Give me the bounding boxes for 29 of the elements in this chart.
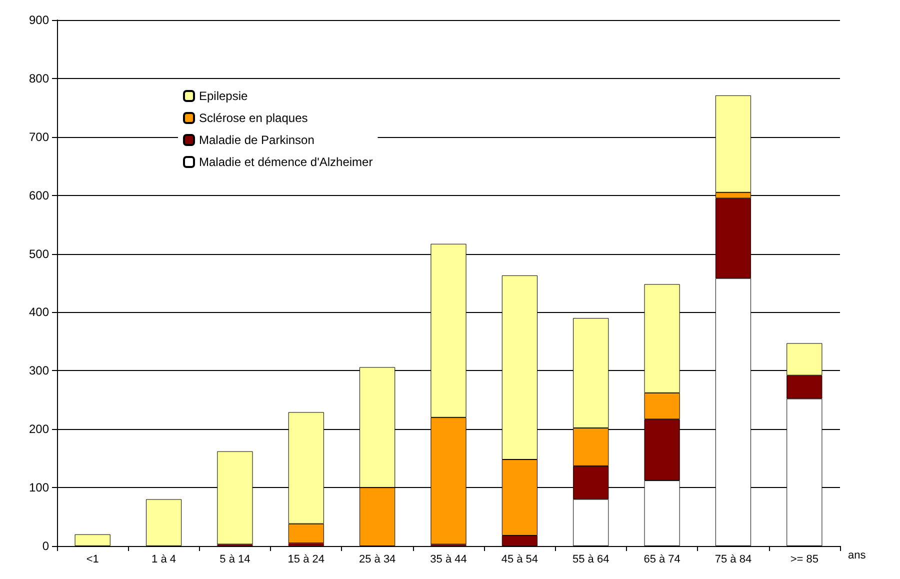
y-tick-label: 600: [28, 188, 50, 202]
y-tick-label: 400: [28, 305, 50, 320]
x-tick-label: 1 à 4: [152, 554, 176, 566]
bar: [288, 543, 324, 546]
y-tick-label: 200: [28, 422, 50, 436]
bar: [74, 534, 110, 546]
y-tick-label: 500: [28, 246, 50, 261]
x-tick-label: 55 à 64: [572, 554, 610, 566]
legend-label: Epilepsie: [199, 89, 248, 103]
legend-label: Maladie et démence d'Alzheimer: [199, 155, 373, 169]
x-tick-label: 5 à 14: [220, 554, 250, 566]
legend-label: Maladie de Parkinson: [199, 133, 314, 147]
y-tick-label: 100: [28, 480, 50, 495]
x-tick-label: 35 à 44: [430, 554, 467, 566]
x-tick-label: >= 85: [790, 554, 818, 566]
x-tick-label: <1: [86, 554, 99, 566]
y-tick-label: 300: [28, 364, 50, 378]
x-axis-title: ans: [848, 550, 866, 562]
x-tick-label: 65 à 74: [644, 554, 680, 566]
x-tick-label: 15 à 24: [288, 554, 324, 566]
y-tick-label: 700: [28, 130, 50, 144]
y-tick-label: 800: [28, 71, 50, 86]
y-tick-label: 0: [42, 539, 50, 553]
x-tick-label: 25 à 34: [358, 554, 396, 566]
x-tick-label: 75 à 84: [714, 554, 752, 566]
x-tick-label: 45 à 54: [501, 554, 538, 566]
legend-label: Sclérose en plaques: [199, 111, 308, 125]
y-tick-label: 900: [28, 13, 50, 27]
bar: [146, 499, 182, 546]
